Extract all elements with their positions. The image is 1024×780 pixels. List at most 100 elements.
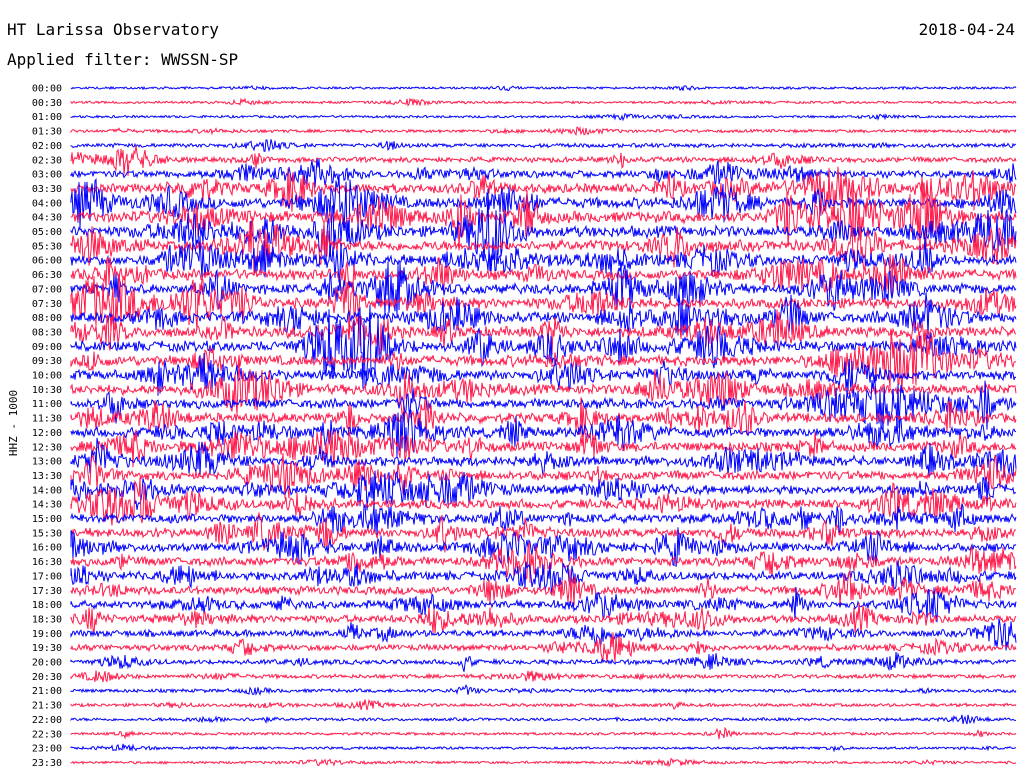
trace-row [70,714,1017,725]
trace-row [70,397,1017,441]
row-time-label: 15:00 [32,514,62,525]
row-time-label: 20:00 [32,658,62,669]
trace-row [70,292,1017,338]
seismic-traces [70,84,1017,767]
trace-row [70,166,1017,217]
row-time-label: 08:30 [32,327,62,338]
trace-row [70,84,1017,92]
row-time-label: 09:30 [32,356,62,367]
trace-row [70,409,1017,457]
trace-row [70,602,1017,634]
trace-row [70,97,1017,107]
row-time-label: 12:30 [32,442,62,453]
row-time-label: 00:30 [32,98,62,109]
trace-row [70,587,1017,623]
trace-row [70,670,1017,683]
row-time-label: 05:30 [32,241,62,252]
trace-row [70,651,1017,672]
trace-row [70,236,1017,283]
trace-row [70,511,1017,553]
row-time-label: 22:00 [32,715,62,726]
row-time-label: 06:00 [32,256,62,267]
row-time-label: 11:30 [32,414,62,425]
row-time-label: 04:00 [32,198,62,209]
row-time-label: 17:30 [32,586,62,597]
trace-row [70,362,1017,418]
trace-row [70,304,1017,389]
trace-row [70,477,1017,526]
row-time-label: 09:00 [32,342,62,353]
trace-row [70,125,1017,137]
trace-row [70,188,1017,272]
row-time-label: 01:00 [32,112,62,123]
trace-row [70,757,1017,767]
row-time-label: 19:30 [32,643,62,654]
trace-row [70,569,1016,606]
row-time-label: 19:00 [32,629,62,640]
row-time-label: 21:30 [32,701,62,712]
trace-row [70,332,1017,389]
row-time-label: 17:00 [32,571,62,582]
trace-row [70,503,1017,536]
trace-row [70,173,1017,242]
row-time-label: 16:00 [32,543,62,554]
row-time-label: 03:00 [32,170,62,181]
trace-row [70,177,1017,251]
trace-row [70,527,1017,567]
trace-row [70,560,1017,595]
trace-row [70,452,1017,499]
time-tick-labels: 00:00 00:30 01:00 01:30 02:00 02:30 03:00 03:30… [32,84,62,769]
row-time-label: 02:00 [32,141,62,152]
filter-label: Applied filter: WWSSN-SP [7,50,239,69]
trace-row [70,698,1017,711]
trace-row [70,378,1017,433]
trace-row [70,726,1017,740]
row-time-label: 13:00 [32,457,62,468]
trace-row [70,216,1017,276]
row-time-label: 07:30 [32,299,62,310]
trace-row [70,139,1017,153]
row-time-label: 18:30 [32,614,62,625]
row-time-label: 18:00 [32,600,62,611]
row-time-label: 14:30 [32,500,62,511]
trace-row [70,353,1017,398]
trace-row [70,309,1017,356]
trace-row [70,261,1017,316]
row-time-label: 16:30 [32,557,62,568]
trace-row [70,632,1017,663]
row-time-label: 22:30 [32,729,62,740]
trace-row [70,145,1017,176]
row-time-label: 14:00 [32,485,62,496]
date-label: 2018-04-24 [918,20,1015,39]
row-time-label: 01:30 [32,127,62,138]
row-time-label: 03:30 [32,184,62,195]
trace-row [70,618,1017,651]
row-time-label: 07:00 [32,284,62,295]
row-time-label: 20:30 [32,672,62,683]
trace-row [70,112,1017,122]
row-time-label: 05:00 [32,227,62,238]
row-time-label: 02:30 [32,155,62,166]
trace-row [70,542,1017,583]
trace-row [70,253,1017,297]
row-time-label: 21:00 [32,686,62,697]
row-time-label: 23:30 [32,758,62,769]
row-time-label: 06:30 [32,270,62,281]
row-time-label: 13:30 [32,471,62,482]
station-title: HT Larissa Observatory [7,20,219,39]
row-time-label: 10:30 [32,385,62,396]
row-time-label: 12:00 [32,428,62,439]
row-time-label: 15:30 [32,528,62,539]
row-time-label: 10:00 [32,371,62,382]
row-time-label: 23:00 [32,744,62,755]
row-time-label: 04:30 [32,213,62,224]
trace-row [70,743,1017,753]
trace-row [70,683,1017,696]
row-time-label: 08:00 [32,313,62,324]
row-time-label: 11:00 [32,399,62,410]
trace-row [70,158,1017,188]
row-time-label: 00:00 [32,84,62,95]
trace-row [70,273,1017,337]
trace-row [70,470,1017,511]
